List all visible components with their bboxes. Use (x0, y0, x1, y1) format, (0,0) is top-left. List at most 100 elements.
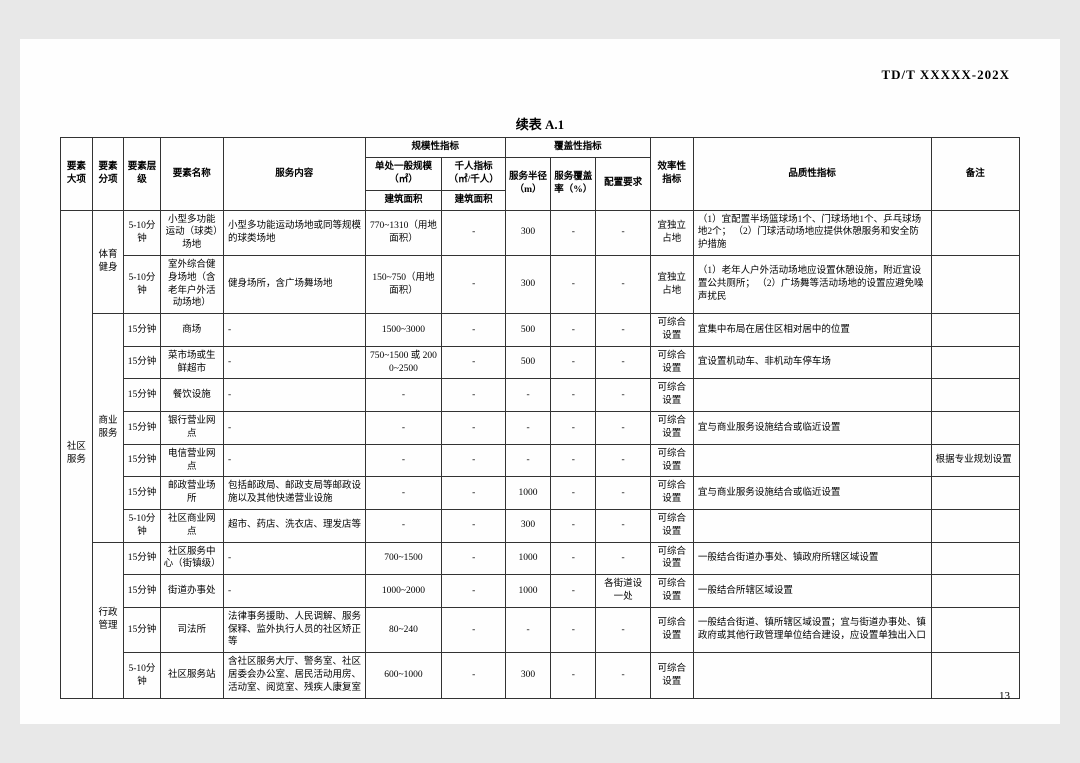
cell-level: 15分钟 (124, 346, 160, 379)
cell-svc: 超市、药店、洗衣店、理发店等 (223, 509, 365, 542)
hdr-scale-group: 规模性指标 (365, 138, 505, 158)
hdr-coverage: 服务覆盖率（%） (551, 158, 596, 210)
cell-note (931, 255, 1019, 313)
cell-r: 1000 (505, 542, 550, 575)
cell-svc: - (223, 314, 365, 347)
cell-note: 根据专业规划设置 (931, 444, 1019, 477)
cell-svc: 小型多功能运动场地或同等规模的球类场地 (223, 210, 365, 255)
cell-cov: - (551, 509, 596, 542)
table-header: 要素大项 要素分项 要素层级 要素名称 服务内容 规模性指标 覆盖性指标 效率性… (61, 138, 1020, 210)
cell-scale: - (365, 509, 442, 542)
cell-cov: - (551, 346, 596, 379)
cell-eff: 可综合设置 (650, 444, 693, 477)
cell-level: 15分钟 (124, 412, 160, 445)
cell-k: - (442, 314, 505, 347)
cell-r: 300 (505, 653, 550, 698)
cell-note (931, 575, 1019, 608)
cell-q: 宜与商业服务设施结合或临近设置 (693, 477, 931, 510)
cell-note (931, 379, 1019, 412)
cell-eff: 可综合设置 (650, 346, 693, 379)
cell-cov: - (551, 314, 596, 347)
cell-cov: - (551, 210, 596, 255)
cell-note (931, 412, 1019, 445)
cell-cfg: - (596, 210, 650, 255)
table-row: 15分钟司法所法律事务援助、人民调解、服务保释、监外执行人员的社区矫正等80~2… (61, 607, 1020, 652)
cell-q (693, 444, 931, 477)
cell-cfg: - (596, 314, 650, 347)
cell-name: 商场 (160, 314, 223, 347)
cell-note (931, 314, 1019, 347)
hdr-config: 配置要求 (596, 158, 650, 210)
cell-cfg: - (596, 379, 650, 412)
cell-level: 5-10分钟 (124, 653, 160, 698)
cell-eff: 可综合设置 (650, 314, 693, 347)
cell-note (931, 509, 1019, 542)
cell-k: - (442, 346, 505, 379)
table-row: 15分钟银行营业网点------可综合设置宜与商业服务设施结合或临近设置 (61, 412, 1020, 445)
cell-scale: 700~1500 (365, 542, 442, 575)
table-row: 15分钟邮政营业场所包括邮政局、邮政支局等邮政设施以及其他快递营业设施--100… (61, 477, 1020, 510)
hdr-service: 服务内容 (223, 138, 365, 210)
document-page: TD/T XXXXX-202X 续表 A.1 要素大项 要素分项 要素层级 要素… (20, 39, 1060, 723)
cell-cov: - (551, 542, 596, 575)
cell-scale: - (365, 444, 442, 477)
cell-cfg: - (596, 653, 650, 698)
cell-r: 500 (505, 346, 550, 379)
cell-svc: - (223, 346, 365, 379)
cell-cov: - (551, 653, 596, 698)
cell-q (693, 653, 931, 698)
cell-q: 宜设置机动车、非机动车停车场 (693, 346, 931, 379)
page-number: 13 (999, 690, 1010, 702)
cell-k: - (442, 653, 505, 698)
cell-scale: - (365, 379, 442, 412)
cell-svc: - (223, 444, 365, 477)
cell-svc: - (223, 412, 365, 445)
cell-cov: - (551, 444, 596, 477)
cell-cov: - (551, 607, 596, 652)
cell-eff: 可综合设置 (650, 575, 693, 608)
cell-q (693, 379, 931, 412)
cell-cfg: - (596, 509, 650, 542)
cell-r: - (505, 607, 550, 652)
cell-major: 社区服务 (61, 210, 93, 698)
cell-svc: 法律事务援助、人民调解、服务保释、监外执行人员的社区矫正等 (223, 607, 365, 652)
table-row: 5-10分钟社区服务站含社区服务大厅、警务室、社区居委会办公室、居民活动用房、活… (61, 653, 1020, 698)
cell-r: 1000 (505, 575, 550, 608)
cell-scale: 600~1000 (365, 653, 442, 698)
cell-name: 电信营业网点 (160, 444, 223, 477)
table-row: 商业服务15分钟商场-1500~3000-500--可综合设置宜集中布局在居住区… (61, 314, 1020, 347)
cell-k: - (442, 412, 505, 445)
cell-level: 15分钟 (124, 314, 160, 347)
table-row: 社区服务体育健身5-10分钟小型多功能运动（球类）场地小型多功能运动场地或同等规… (61, 210, 1020, 255)
cell-eff: 可综合设置 (650, 607, 693, 652)
cell-name: 社区服务站 (160, 653, 223, 698)
hdr-bldg2: 建筑面积 (442, 190, 505, 210)
cell-name: 街道办事处 (160, 575, 223, 608)
cell-eff: 可综合设置 (650, 412, 693, 445)
hdr-sub: 要素分项 (92, 138, 124, 210)
hdr-cover-group: 覆盖性指标 (505, 138, 650, 158)
cell-eff: 可综合设置 (650, 379, 693, 412)
cell-q (693, 509, 931, 542)
table-row: 行政管理15分钟社区服务中心（街镇级）-700~1500-1000--可综合设置… (61, 542, 1020, 575)
cell-q: 宜集中布局在居住区相对居中的位置 (693, 314, 931, 347)
cell-r: - (505, 379, 550, 412)
cell-r: 300 (505, 210, 550, 255)
cell-q: （1）老年人户外活动场地应设置休憩设施，附近宜设置公共厕所； （2）广场舞等活动… (693, 255, 931, 313)
cell-eff: 可综合设置 (650, 542, 693, 575)
cell-svc: - (223, 575, 365, 608)
cell-svc: 含社区服务大厅、警务室、社区居委会办公室、居民活动用房、活动室、阅览室、残疾人康… (223, 653, 365, 698)
cell-q: （1）宜配置半场篮球场1个、门球场地1个、乒乓球场地2个； （2）门球活动场地应… (693, 210, 931, 255)
cell-cov: - (551, 575, 596, 608)
cell-k: - (442, 607, 505, 652)
hdr-note: 备注 (931, 138, 1019, 210)
cell-level: 15分钟 (124, 444, 160, 477)
cell-eff: 可综合设置 (650, 477, 693, 510)
cell-sub: 商业服务 (92, 314, 124, 542)
table-row: 5-10分钟社区商业网点超市、药店、洗衣店、理发店等--300--可综合设置 (61, 509, 1020, 542)
cell-q: 一般结合街道、镇所辖区域设置；宜与街道办事处、镇政府或其他行政管理单位结合建设，… (693, 607, 931, 652)
cell-scale: 750~1500 或 2000~2500 (365, 346, 442, 379)
cell-k: - (442, 477, 505, 510)
hdr-quality: 品质性指标 (693, 138, 931, 210)
cell-level: 15分钟 (124, 607, 160, 652)
